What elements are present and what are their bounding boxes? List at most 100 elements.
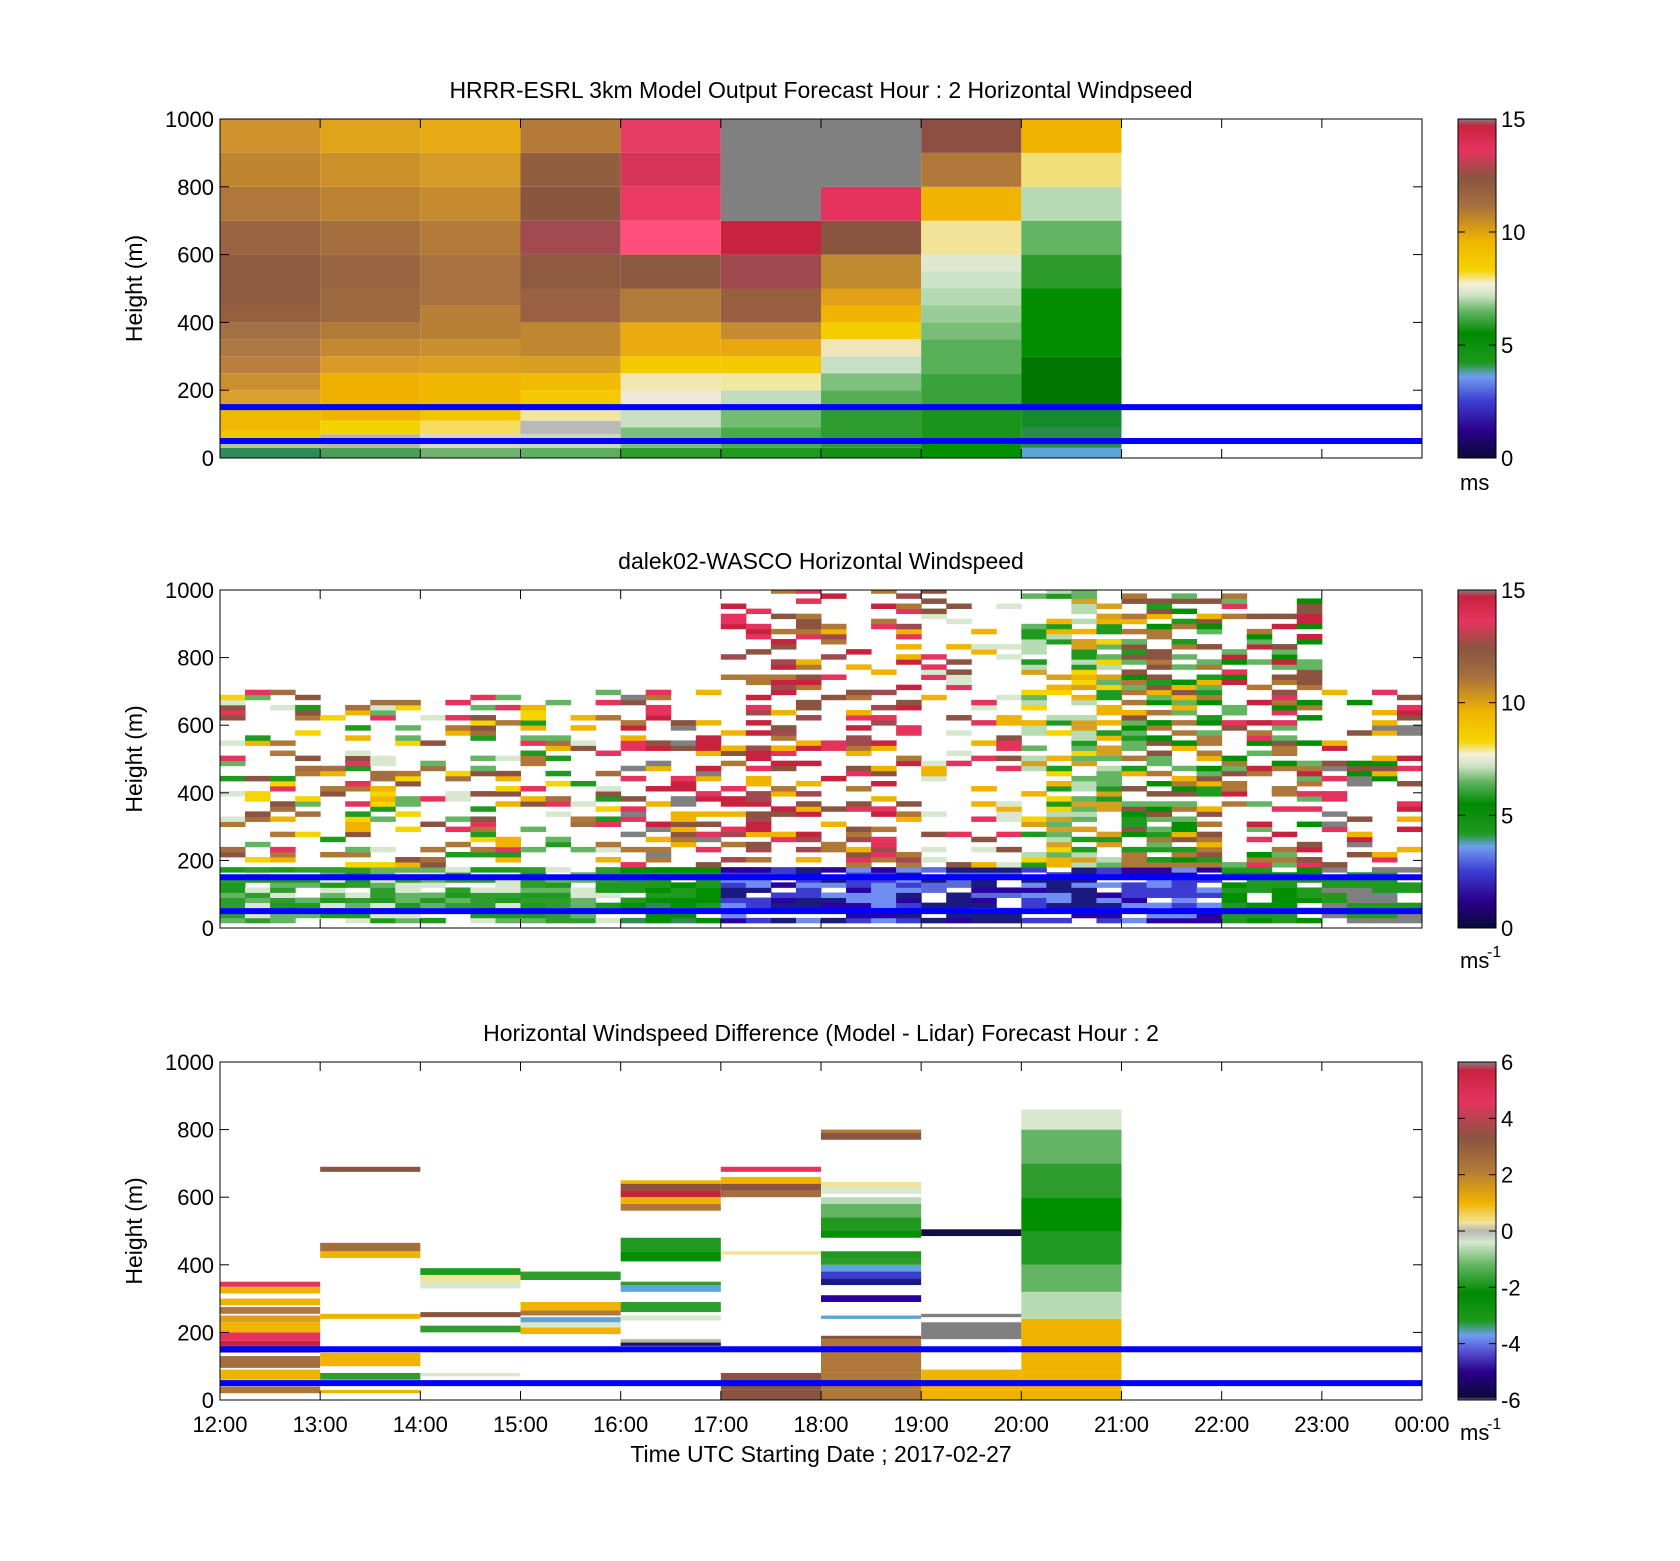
colorbar-tick-label: 15 — [1501, 578, 1525, 603]
heatmap-cell — [620, 831, 647, 838]
heatmap-cell — [795, 897, 822, 904]
heatmap-cell — [1246, 851, 1273, 858]
heatmap-cell — [1021, 821, 1047, 827]
heatmap-cell — [345, 801, 371, 807]
heatmap-cell — [921, 220, 1022, 255]
heatmap-cell — [1096, 674, 1122, 680]
heatmap-cell — [846, 831, 872, 838]
heatmap-cell — [320, 322, 421, 340]
heatmap-cell — [420, 917, 446, 924]
heatmap-cell — [871, 836, 897, 843]
heatmap-cell — [946, 882, 972, 888]
heatmap-cell — [946, 618, 972, 625]
heatmap-cell — [695, 862, 722, 868]
heatmap-cell — [846, 694, 872, 701]
heatmap-cell — [595, 887, 622, 893]
heatmap-cell — [1246, 639, 1273, 645]
heatmap-cell — [871, 689, 897, 696]
heatmap-cell — [520, 322, 621, 357]
x-tick-label: 00:00 — [1394, 1412, 1449, 1437]
heatmap-cell — [1396, 882, 1422, 888]
heatmap-cell — [1221, 598, 1248, 604]
heatmap-cell — [946, 603, 972, 609]
heatmap-cell — [1071, 846, 1097, 853]
heatmap-cell — [520, 796, 547, 802]
heatmap-cell — [220, 1332, 321, 1341]
heatmap-cell — [821, 373, 922, 391]
heatmap-cell — [620, 447, 721, 458]
heatmap-cell — [620, 407, 721, 428]
heatmap-cell — [320, 715, 346, 721]
heatmap-cell — [1221, 897, 1248, 904]
heatmap-cell — [520, 892, 547, 898]
heatmap-cell — [520, 447, 621, 458]
heatmap-cell — [595, 786, 622, 792]
heatmap-cell — [595, 796, 622, 802]
heatmap-cell — [996, 811, 1022, 817]
heatmap-cell — [1146, 791, 1173, 797]
heatmap-cell — [1021, 1389, 1122, 1400]
heatmap-cell — [1071, 598, 1097, 604]
colorbar-unit-exponent: -1 — [1487, 944, 1501, 961]
heatmap-cell — [395, 902, 421, 909]
heatmap-cell — [1096, 882, 1122, 888]
heatmap-cell — [670, 720, 697, 726]
heatmap-cell — [1246, 735, 1273, 741]
heatmap-cell — [1296, 857, 1323, 863]
heatmap-cell — [1046, 770, 1072, 777]
y-tick-label: 0 — [202, 916, 214, 941]
heatmap-cell — [695, 846, 722, 853]
heatmap-cell — [1296, 679, 1323, 686]
heatmap-cell — [1321, 821, 1348, 827]
heatmap-cell — [620, 152, 721, 187]
heatmap-cell — [620, 846, 647, 853]
heatmap-cell — [921, 373, 1022, 408]
heatmap-cell — [1171, 801, 1198, 807]
heatmap-cell — [1021, 816, 1047, 822]
heatmap-cell — [695, 720, 722, 726]
heatmap-cell — [821, 1339, 922, 1373]
heatmap-cell — [220, 740, 246, 746]
heatmap-cell — [1171, 806, 1198, 812]
heatmap-cell — [1096, 796, 1122, 802]
heatmap-cell — [545, 811, 572, 817]
heatmap-cell — [395, 862, 421, 868]
heatmap-cell — [420, 892, 446, 898]
heatmap-cell — [1296, 669, 1323, 675]
heatmap-cell — [395, 725, 421, 731]
heatmap-cell — [1021, 152, 1122, 187]
heatmap-cell — [1071, 902, 1097, 909]
heatmap-cell — [946, 750, 972, 757]
heatmap-cell — [846, 725, 872, 731]
heatmap-cell — [620, 1203, 721, 1211]
heatmap-cell — [946, 831, 972, 838]
heatmap-cell — [946, 862, 972, 868]
heatmap-cell — [896, 862, 922, 868]
heatmap-cell — [896, 816, 922, 822]
heatmap-cell — [220, 816, 246, 822]
heatmap-cell — [1271, 679, 1298, 686]
heatmap-cell — [595, 806, 622, 812]
heatmap-cell — [871, 796, 897, 802]
heatmap-cell — [1171, 902, 1198, 909]
heatmap-cell — [570, 902, 597, 909]
heatmap-cell — [1021, 699, 1047, 706]
heatmap-cell — [295, 765, 321, 772]
heatmap-cell — [1371, 725, 1398, 731]
heatmap-cell — [1096, 613, 1122, 620]
y-axis-label: Height (m) — [121, 705, 147, 812]
heatmap-cell — [720, 254, 821, 289]
heatmap-cell — [821, 897, 847, 904]
heatmap-cell — [1196, 755, 1223, 762]
heatmap-cell — [1021, 664, 1047, 670]
heatmap-cell — [1021, 1291, 1122, 1319]
heatmap-cell — [1021, 1318, 1122, 1373]
heatmap-cell — [921, 1229, 1022, 1237]
heatmap-cell — [795, 846, 822, 853]
heatmap-cell — [1196, 664, 1223, 670]
heatmap-cell — [1096, 831, 1122, 838]
heatmap-cell — [245, 902, 271, 909]
heatmap-cell — [846, 745, 872, 751]
heatmap-cell — [1071, 745, 1097, 751]
